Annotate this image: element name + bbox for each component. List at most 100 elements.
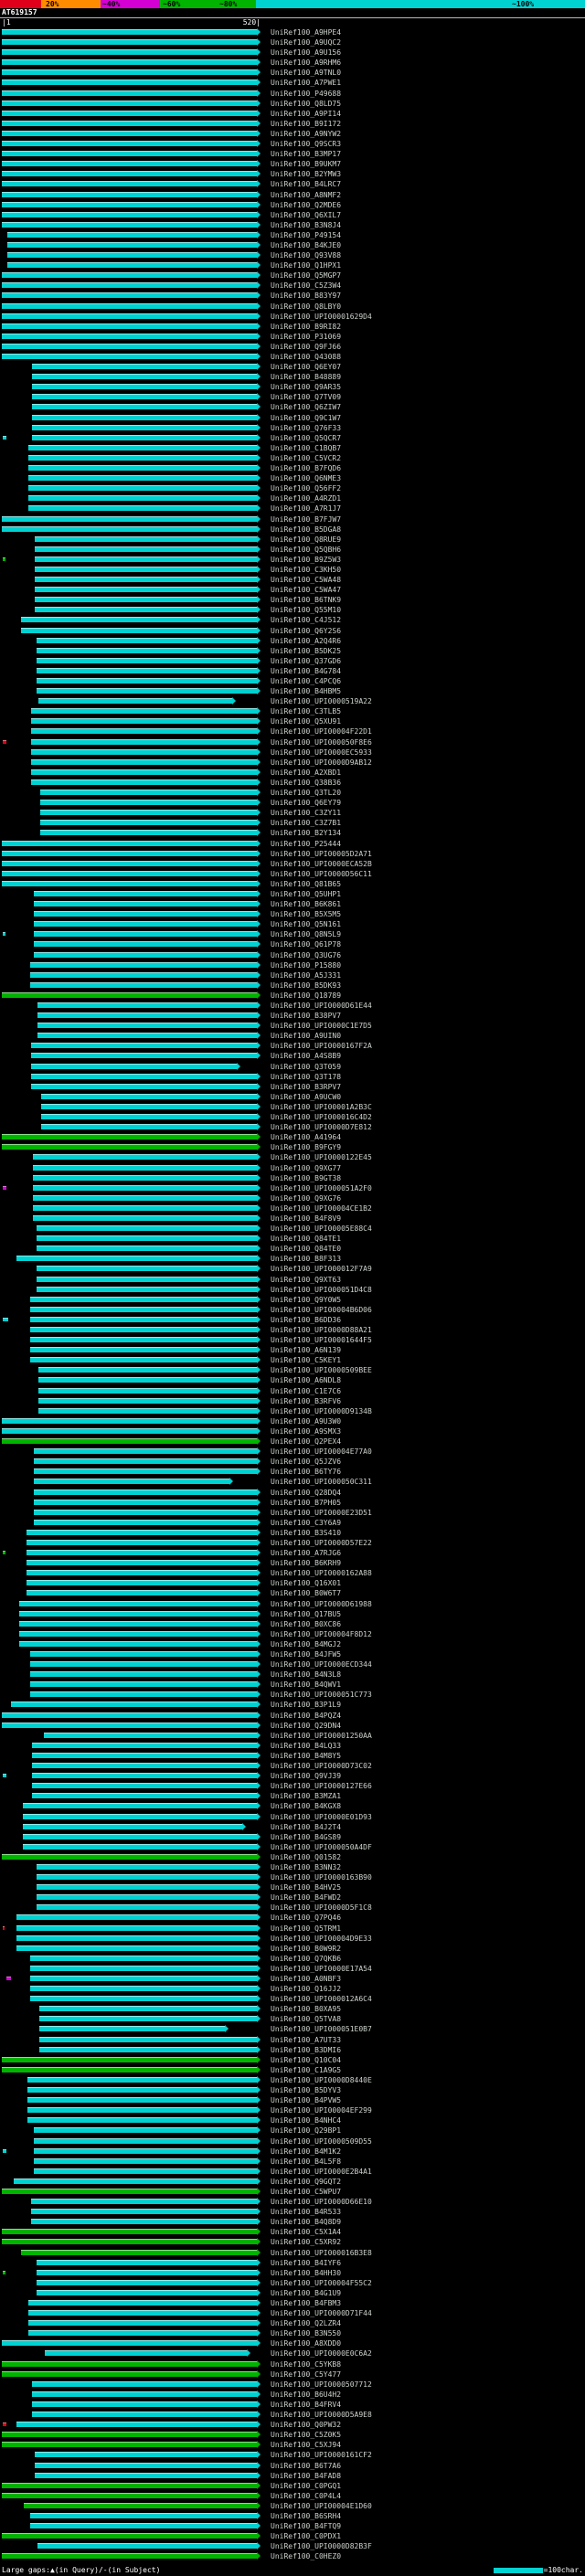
hit-row[interactable]: UniRef100_B9RI82 bbox=[0, 322, 585, 332]
hit-bar[interactable] bbox=[30, 971, 257, 978]
hit-bar[interactable] bbox=[36, 2259, 257, 2265]
hit-bar[interactable] bbox=[23, 1803, 257, 1809]
hit-label[interactable]: UniRef100_B3P1L9 bbox=[271, 1701, 342, 1710]
hit-bar[interactable] bbox=[2, 313, 257, 319]
hit-bar[interactable] bbox=[2, 100, 257, 106]
hit-label[interactable]: UniRef100_C1BQB7 bbox=[271, 443, 342, 452]
hit-label[interactable]: UniRef100_B3RFV6 bbox=[271, 1396, 342, 1405]
hit-row[interactable]: UniRef100_Q43088 bbox=[0, 352, 585, 362]
hit-bar[interactable] bbox=[2, 90, 257, 96]
hit-bar[interactable] bbox=[2, 2533, 257, 2539]
hit-label[interactable]: UniRef100_A8NMF2 bbox=[271, 190, 342, 199]
hit-label[interactable]: UniRef100_Q29BP1 bbox=[271, 2126, 342, 2136]
hit-label[interactable]: UniRef100_Q18789 bbox=[271, 991, 342, 1000]
hit-bar[interactable] bbox=[16, 1256, 257, 1262]
hit-row[interactable]: UniRef100_UPI0000D56C11 bbox=[0, 869, 585, 879]
hit-label[interactable]: UniRef100_UPI0000D56C11 bbox=[271, 869, 372, 878]
hit-row[interactable]: UniRef100_UPI0000162A88 bbox=[0, 1568, 585, 1578]
hit-row[interactable]: UniRef100_B0W6T7 bbox=[0, 1588, 585, 1598]
hit-bar[interactable] bbox=[2, 2370, 257, 2377]
hit-label[interactable]: UniRef100_UPI0000122E45 bbox=[271, 1153, 372, 1162]
hit-row[interactable]: UniRef100_A9U3W0 bbox=[0, 1416, 585, 1426]
hit-label[interactable]: UniRef100_B0XA95 bbox=[271, 2005, 342, 2014]
hit-label[interactable]: UniRef100_UPI0000D9AB12 bbox=[271, 758, 372, 767]
hit-row[interactable]: UniRef100_B4M8Y5 bbox=[0, 1751, 585, 1761]
hit-label[interactable]: UniRef100_B4G1U9 bbox=[271, 2288, 342, 2297]
hit-row[interactable]: UniRef100_Q5JZV6 bbox=[0, 1457, 585, 1467]
hit-bar[interactable] bbox=[16, 2422, 257, 2428]
hit-bar[interactable] bbox=[2, 110, 257, 116]
hit-bar[interactable] bbox=[30, 1347, 257, 1353]
hit-label[interactable]: UniRef100_Q9VJ39 bbox=[271, 1772, 342, 1781]
hit-bar[interactable] bbox=[30, 1986, 257, 1992]
hit-label[interactable]: UniRef100_A9PI14 bbox=[271, 109, 342, 118]
hit-bar[interactable] bbox=[32, 1783, 257, 1789]
hit-label[interactable]: UniRef100_B9RI82 bbox=[271, 322, 342, 331]
hit-row[interactable]: UniRef100_B6TNK9 bbox=[0, 595, 585, 605]
hit-row[interactable]: UniRef100_UPI0000D5A9E8 bbox=[0, 2410, 585, 2420]
hit-bar[interactable] bbox=[2, 120, 257, 126]
hit-row[interactable]: UniRef100_B4PQZ4 bbox=[0, 1711, 585, 1721]
hit-label[interactable]: UniRef100_Q6ZIW7 bbox=[271, 403, 342, 412]
hit-label[interactable]: UniRef100_Q55M10 bbox=[271, 606, 342, 615]
hit-row[interactable]: UniRef100_B4G1U9 bbox=[0, 2288, 585, 2298]
hit-bar[interactable] bbox=[30, 1306, 257, 1312]
hit-bar[interactable] bbox=[2, 2239, 257, 2245]
hit-label[interactable]: UniRef100_B4IYF6 bbox=[271, 2258, 342, 2267]
hit-row[interactable]: UniRef100_A6N139 bbox=[0, 1345, 585, 1355]
hit-row[interactable]: UniRef100_UPI000012A6C4 bbox=[0, 1994, 585, 2004]
hit-bar[interactable] bbox=[2, 2340, 257, 2347]
hit-bar[interactable] bbox=[30, 1965, 257, 1971]
hit-label[interactable]: UniRef100_Q3UG76 bbox=[271, 950, 342, 959]
hit-bar[interactable] bbox=[30, 961, 257, 968]
hit-row[interactable]: UniRef100_Q93V88 bbox=[0, 250, 585, 260]
hit-label[interactable]: UniRef100_UPI00004E1D60 bbox=[271, 2501, 372, 2510]
hit-bar[interactable] bbox=[2, 1438, 257, 1445]
hit-bar[interactable] bbox=[2, 221, 257, 228]
hit-row[interactable]: UniRef100_UPI0000D82B3F bbox=[0, 2541, 585, 2551]
hit-bar[interactable] bbox=[45, 2350, 248, 2357]
hit-row[interactable]: UniRef100_B6DD36 bbox=[0, 1315, 585, 1325]
hit-row[interactable]: UniRef100_UPI000051C773 bbox=[0, 1690, 585, 1700]
hit-row[interactable]: UniRef100_B7PH05 bbox=[0, 1498, 585, 1508]
hit-bar[interactable] bbox=[35, 607, 257, 613]
hit-label[interactable]: UniRef100_Q6EY07 bbox=[271, 363, 342, 372]
hit-bar[interactable] bbox=[32, 374, 257, 380]
hit-bar[interactable] bbox=[37, 1377, 257, 1383]
hit-bar[interactable] bbox=[36, 1235, 257, 1242]
hit-row[interactable]: UniRef100_Q8RUE9 bbox=[0, 535, 585, 545]
hit-row[interactable]: UniRef100_C5X1A4 bbox=[0, 2227, 585, 2237]
hit-bar[interactable] bbox=[2, 39, 257, 46]
hit-label[interactable]: UniRef100_A4RZD1 bbox=[271, 494, 342, 504]
hit-row[interactable]: UniRef100_Q01582 bbox=[0, 1852, 585, 1862]
hit-bar[interactable] bbox=[2, 870, 257, 876]
hit-row[interactable]: UniRef100_B3RPV7 bbox=[0, 1082, 585, 1092]
hit-bar[interactable] bbox=[2, 141, 257, 147]
hit-label[interactable]: UniRef100_B4KJE0 bbox=[271, 240, 342, 249]
hit-bar[interactable] bbox=[30, 1357, 257, 1363]
hit-bar[interactable] bbox=[31, 2219, 257, 2225]
hit-bar[interactable] bbox=[32, 2390, 257, 2397]
hit-bar[interactable] bbox=[32, 2412, 257, 2418]
hit-label[interactable]: UniRef100_B4HV25 bbox=[271, 1883, 342, 1892]
hit-row[interactable]: UniRef100_C3KH50 bbox=[0, 565, 585, 575]
hit-row[interactable]: UniRef100_UPI0000ECA52B bbox=[0, 859, 585, 869]
hit-label[interactable]: UniRef100_P49154 bbox=[271, 230, 342, 239]
hit-bar[interactable] bbox=[2, 323, 257, 329]
hit-row[interactable]: UniRef100_UPI00004D9E33 bbox=[0, 1934, 585, 1944]
hit-row[interactable]: UniRef100_Q16JJ2 bbox=[0, 1984, 585, 1994]
hit-bar[interactable] bbox=[2, 525, 257, 532]
hit-label[interactable]: UniRef100_B3N550 bbox=[271, 2329, 342, 2338]
hit-label[interactable]: UniRef100_P15880 bbox=[271, 960, 342, 970]
hit-row[interactable]: UniRef100_UPI0000E17A54 bbox=[0, 1964, 585, 1974]
hit-bar[interactable] bbox=[16, 1924, 257, 1931]
hit-row[interactable]: UniRef100_B6SRH4 bbox=[0, 2511, 585, 2521]
hit-bar[interactable] bbox=[34, 2168, 257, 2174]
hit-row[interactable]: UniRef100_UPI00001644F5 bbox=[0, 1335, 585, 1345]
hit-row[interactable]: UniRef100_UPI0000C1E7D5 bbox=[0, 1021, 585, 1031]
hit-label[interactable]: UniRef100_UPI0000163B90 bbox=[271, 1873, 372, 1882]
hit-bar[interactable] bbox=[36, 1246, 257, 1252]
hit-row[interactable]: UniRef100_Q6ZIW7 bbox=[0, 402, 585, 412]
hit-row[interactable]: UniRef100_A7RJG6 bbox=[0, 1548, 585, 1558]
hit-row[interactable]: UniRef100_B3RFV6 bbox=[0, 1396, 585, 1406]
